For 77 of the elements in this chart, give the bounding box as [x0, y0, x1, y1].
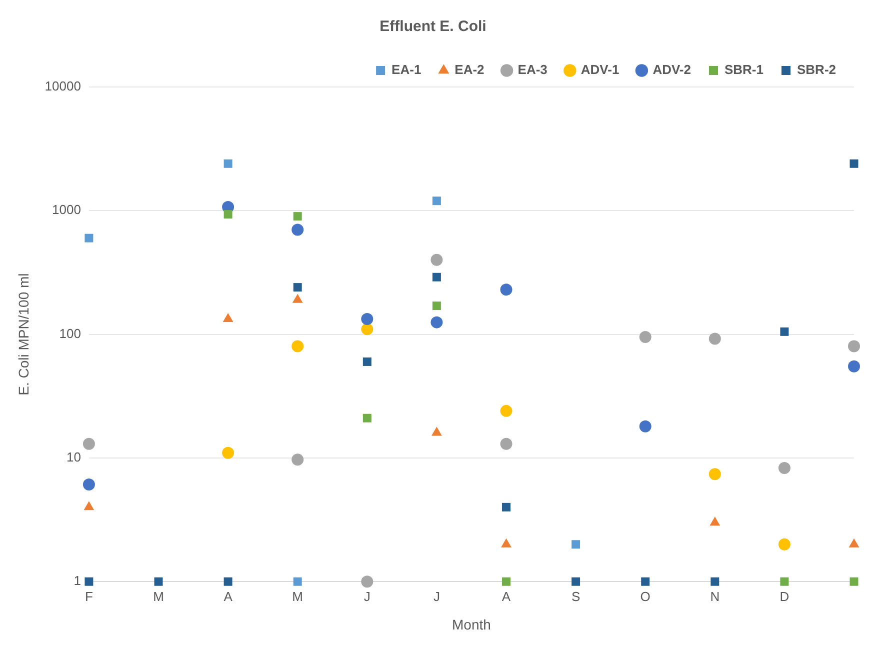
- point: [84, 577, 94, 586]
- point: [710, 577, 720, 586]
- point: [572, 577, 580, 586]
- point: [780, 327, 789, 336]
- point: [848, 538, 860, 548]
- point: [778, 538, 790, 550]
- y-tick-label: 10: [66, 450, 81, 465]
- point: [361, 323, 374, 336]
- point: [639, 420, 652, 432]
- x-tick-label: M: [153, 588, 164, 604]
- y-tick-label: 1: [74, 573, 81, 588]
- y-tick-label: 10000: [44, 78, 81, 94]
- point: [82, 438, 95, 450]
- point: [778, 462, 790, 474]
- point: [84, 501, 94, 510]
- x-tick-label: N: [710, 588, 720, 604]
- legend-label: SBR-1: [724, 62, 764, 78]
- point: [641, 577, 650, 586]
- y-tick-label: 1000: [52, 202, 81, 218]
- x-tick-label: A: [502, 588, 511, 604]
- point: [780, 577, 789, 586]
- point: [500, 284, 512, 296]
- point: [432, 426, 442, 436]
- point: [432, 196, 441, 206]
- point: [500, 404, 512, 417]
- point: [224, 210, 232, 218]
- point: [432, 272, 441, 282]
- point: [292, 224, 304, 236]
- y-tick-label: 100: [59, 326, 81, 341]
- x-tick-label: M: [292, 588, 304, 604]
- point: [708, 468, 721, 480]
- legend-label: EA-1: [392, 62, 422, 78]
- x-tick-label: J: [433, 588, 440, 604]
- x-axis-title: Month: [452, 616, 491, 632]
- point: [82, 478, 95, 490]
- point: [224, 159, 232, 168]
- legend-label: EA-2: [454, 62, 484, 78]
- point: [292, 454, 304, 466]
- legend-label: SBR-2: [796, 62, 836, 78]
- point: [361, 576, 374, 588]
- point: [708, 332, 721, 345]
- chart-title: Effluent E. Coli: [380, 18, 486, 36]
- point: [293, 283, 302, 292]
- point: [850, 159, 858, 168]
- point: [710, 516, 720, 526]
- point: [154, 577, 163, 586]
- point: [84, 234, 94, 242]
- point: [222, 446, 234, 459]
- legend-label: ADV-1: [580, 62, 620, 78]
- point: [361, 312, 374, 325]
- x-tick-label: F: [84, 588, 93, 604]
- point: [848, 360, 860, 372]
- point: [292, 340, 304, 352]
- x-tick-label: D: [780, 588, 790, 604]
- point: [639, 331, 652, 344]
- x-tick-label: S: [571, 588, 580, 604]
- point: [572, 540, 580, 549]
- point: [500, 438, 512, 450]
- x-tick-label: A: [224, 588, 233, 604]
- point: [293, 212, 302, 221]
- point: [224, 577, 232, 586]
- point: [848, 340, 860, 352]
- point: [362, 414, 372, 422]
- point: [293, 577, 302, 586]
- point: [502, 502, 510, 512]
- x-tick-label: J: [364, 588, 370, 604]
- x-tick-label: O: [640, 588, 650, 604]
- legend-label: EA-3: [518, 62, 548, 78]
- point: [362, 357, 372, 366]
- point: [502, 577, 510, 586]
- legend-label: ADV-2: [652, 62, 691, 78]
- point: [430, 316, 443, 328]
- point: [501, 538, 512, 548]
- point: [850, 577, 858, 586]
- y-axis-title: E. Coli MPN/100 ml: [15, 273, 32, 396]
- point: [430, 254, 443, 266]
- point: [432, 302, 441, 310]
